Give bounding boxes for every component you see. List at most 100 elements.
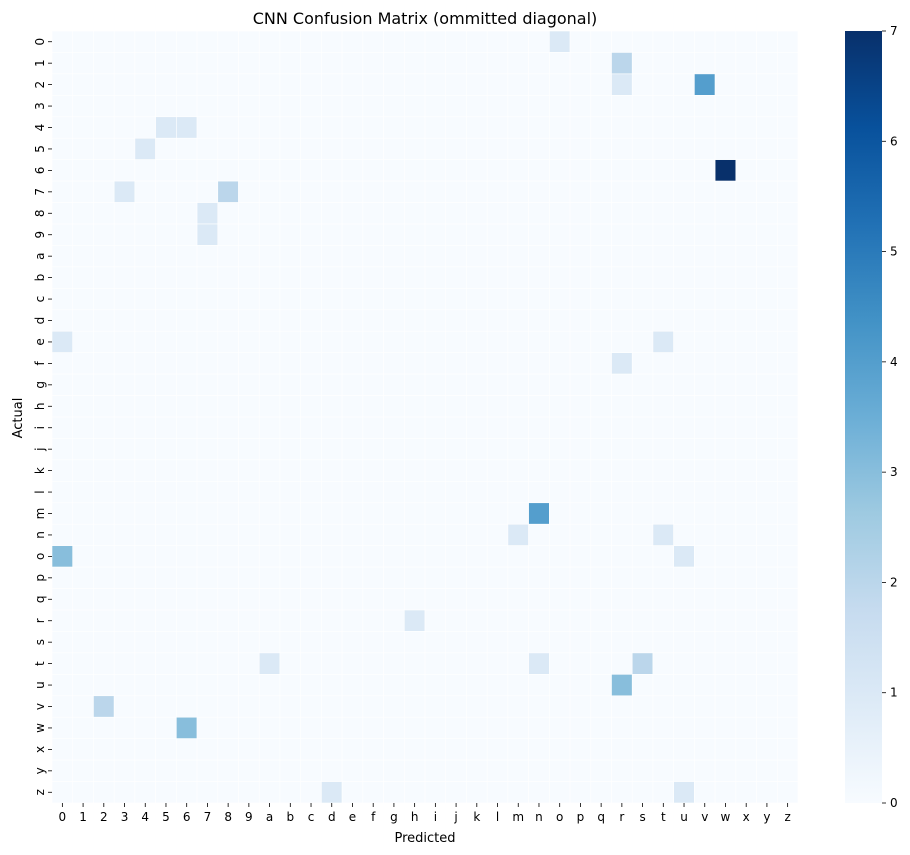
x-tick-label: l: [496, 810, 499, 824]
heatmap-cell-d-y: [756, 309, 778, 332]
heatmap-cell-g-o: [549, 373, 571, 396]
colorbar-tick-label: 5: [890, 245, 898, 259]
y-tick-label: m: [33, 508, 47, 520]
heatmap-cell-5-i: [424, 137, 447, 160]
heatmap-cell-e-b: [279, 330, 301, 353]
heatmap-cell-c-5: [155, 288, 177, 311]
heatmap-cell-m-t: [652, 502, 674, 525]
heatmap-cell-p-1: [72, 566, 94, 589]
heatmap-cell-5-e: [341, 137, 364, 160]
heatmap-cell-v-x: [735, 695, 757, 718]
heatmap-cell-a-2: [93, 245, 115, 268]
heatmap-cell-n-t: [652, 523, 674, 546]
heatmap-cell-w-4: [134, 716, 156, 739]
heatmap-cell-d-b: [279, 309, 301, 332]
heatmap-cell-l-3: [113, 481, 136, 504]
heatmap-cell-1-p: [569, 52, 592, 75]
heatmap-cell-c-1: [72, 288, 94, 311]
heatmap-cell-x-d: [321, 738, 343, 761]
heatmap-cell-g-b: [279, 373, 301, 396]
heatmap-cell-1-e: [341, 52, 364, 75]
heatmap-cell-1-c: [300, 52, 322, 75]
heatmap-cell-b-o: [549, 266, 571, 289]
heatmap-cell-f-g: [383, 352, 405, 375]
heatmap-cell-r-b: [279, 609, 301, 632]
heatmap-cell-4-n: [528, 116, 550, 139]
heatmap-cell-m-1: [72, 502, 94, 525]
heatmap-cell-n-l: [486, 523, 509, 546]
y-tick-label: k: [33, 467, 47, 474]
heatmap-cell-h-8: [217, 395, 239, 418]
heatmap-cell-4-a: [258, 116, 281, 139]
heatmap-cell-z-m: [507, 781, 529, 804]
heatmap-cell-i-3: [113, 416, 136, 439]
heatmap-cell-7-8: [217, 180, 239, 203]
heatmap-cell-p-z: [776, 566, 799, 589]
heatmap-cell-x-3: [113, 738, 136, 761]
heatmap-cell-b-q: [590, 266, 612, 289]
y-tick-label: x: [33, 746, 47, 753]
heatmap-cell-z-g: [383, 781, 405, 804]
heatmap-cell-h-6: [176, 395, 198, 418]
heatmap-cell-o-c: [300, 545, 322, 568]
heatmap-cell-n-j: [445, 523, 467, 546]
heatmap-cell-b-1: [72, 266, 94, 289]
heatmap-cell-e-x: [735, 330, 757, 353]
heatmap-cell-x-u: [673, 738, 695, 761]
heatmap-cell-8-o: [549, 202, 571, 225]
heatmap-cell-n-b: [279, 523, 301, 546]
heatmap-cell-9-j: [445, 223, 467, 246]
heatmap-cell-j-v: [694, 438, 716, 461]
heatmap-cell-e-a: [258, 330, 281, 353]
heatmap-cell-t-3: [113, 652, 136, 675]
heatmap-cell-g-5: [155, 373, 177, 396]
heatmap-cell-r-4: [134, 609, 156, 632]
heatmap-cell-j-i: [424, 438, 447, 461]
heatmap-cell-3-a: [258, 95, 281, 118]
heatmap-cell-e-k: [466, 330, 488, 353]
heatmap-cell-h-m: [507, 395, 529, 418]
heatmap-cell-u-n: [528, 674, 550, 697]
heatmap-cell-r-n: [528, 609, 550, 632]
heatmap-cell-8-l: [486, 202, 509, 225]
heatmap-cell-4-v: [694, 116, 716, 139]
heatmap-cell-t-g: [383, 652, 405, 675]
heatmap-cell-e-g: [383, 330, 405, 353]
heatmap-cell-p-e: [341, 566, 364, 589]
heatmap-cell-u-7: [196, 674, 219, 697]
heatmap-cell-j-6: [176, 438, 198, 461]
heatmap-cell-w-5: [155, 716, 177, 739]
heatmap-cell-w-0: [51, 716, 74, 739]
heatmap-cell-w-i: [424, 716, 447, 739]
heatmap-cell-0-l: [486, 30, 509, 53]
heatmap-cell-f-5: [155, 352, 177, 375]
heatmap-cell-1-i: [424, 52, 447, 75]
heatmap-cell-2-j: [445, 73, 467, 96]
heatmap-cell-5-m: [507, 137, 529, 160]
heatmap-cell-v-u: [673, 695, 695, 718]
heatmap-cell-r-5: [155, 609, 177, 632]
heatmap-cell-a-c: [300, 245, 322, 268]
heatmap-cell-h-u: [673, 395, 695, 418]
heatmap-cell-k-o: [549, 459, 571, 482]
heatmap-cell-v-q: [590, 695, 612, 718]
heatmap-cell-i-s: [631, 416, 654, 439]
heatmap-cell-j-n: [528, 438, 550, 461]
heatmap-cell-8-j: [445, 202, 467, 225]
heatmap-cell-9-i: [424, 223, 447, 246]
heatmap-cell-g-1: [72, 373, 94, 396]
heatmap-cell-h-n: [528, 395, 550, 418]
heatmap-cell-m-s: [631, 502, 654, 525]
heatmap-cell-2-k: [466, 73, 488, 96]
heatmap-cell-d-e: [341, 309, 364, 332]
heatmap-cell-n-d: [321, 523, 343, 546]
heatmap-cell-r-j: [445, 609, 467, 632]
heatmap-cell-k-3: [113, 459, 136, 482]
heatmap-cell-q-a: [258, 588, 281, 611]
heatmap-cell-j-x: [735, 438, 757, 461]
heatmap-cell-t-u: [673, 652, 695, 675]
heatmap-cell-w-6: [176, 716, 198, 739]
heatmap-cell-7-o: [549, 180, 571, 203]
heatmap-cell-z-h: [403, 781, 426, 804]
heatmap-cell-m-x: [735, 502, 757, 525]
